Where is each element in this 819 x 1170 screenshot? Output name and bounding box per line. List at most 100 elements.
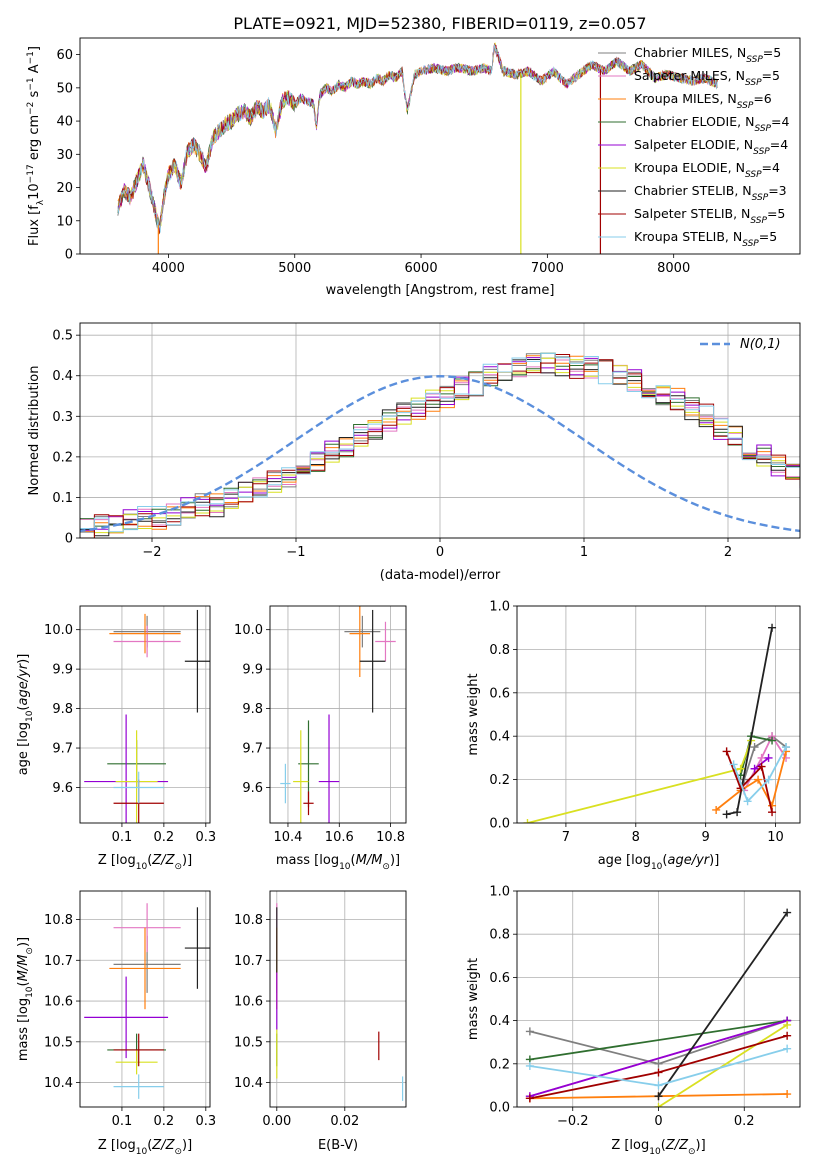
errorbar-kroupa-elodie xyxy=(115,730,158,823)
y-tick-label: 10.8 xyxy=(234,913,263,928)
x-tick-label: 8 xyxy=(632,830,640,845)
y-tick-label: 20 xyxy=(56,181,73,196)
x-tick-label: 5000 xyxy=(278,261,311,276)
data-point xyxy=(736,764,745,773)
plot-area xyxy=(84,609,210,823)
plot-area xyxy=(117,42,718,254)
x-tick-label: 10.6 xyxy=(325,830,354,845)
y-tick-label: 0.5 xyxy=(52,329,73,344)
errorbar-salpeter-miles xyxy=(375,621,396,662)
legend-label: Kroupa STELIB, NSSP=5 xyxy=(634,229,777,249)
y-tick-label: 10.5 xyxy=(44,1035,73,1050)
x-tick-label: 0 xyxy=(436,545,444,560)
y-tick-label: 10.7 xyxy=(234,954,263,969)
x-tick-label: 0.3 xyxy=(195,1114,216,1129)
plot-area xyxy=(80,352,800,538)
data-point xyxy=(733,808,742,817)
series-salpeter-stelib xyxy=(525,1031,792,1103)
x-tick-label: 0.2 xyxy=(734,1114,755,1129)
errorbar-kroupa-elodie xyxy=(293,730,309,823)
axes-frame xyxy=(79,605,211,824)
x-tick-label: 8000 xyxy=(657,261,690,276)
data-point xyxy=(743,797,752,806)
axes-frame xyxy=(79,37,801,255)
y-tick-label: 9.8 xyxy=(242,702,263,717)
errorbar-salpeter-stelib xyxy=(113,1033,164,1067)
plot-area xyxy=(525,908,792,1107)
series-kroupa-stelib xyxy=(729,743,791,806)
x-tick-label: 7000 xyxy=(531,261,564,276)
errorbar-kroupa-stelib xyxy=(280,763,291,804)
errorbar-chabrier-miles xyxy=(344,615,381,648)
data-point xyxy=(754,775,763,784)
legend-label: Kroupa ELODIE, NSSP=4 xyxy=(634,160,780,180)
data-point xyxy=(757,762,766,771)
series-kroupa-elodie xyxy=(523,736,756,823)
series-line xyxy=(743,734,787,791)
data-point xyxy=(764,753,773,762)
plot-area xyxy=(280,606,396,823)
data-point xyxy=(750,743,759,752)
errorbar-kroupa-elodie xyxy=(115,1049,158,1075)
data-point xyxy=(768,736,777,745)
histogram-kroupa-elodie xyxy=(80,357,800,538)
legend-label: Chabrier MILES, NSSP=5 xyxy=(634,45,781,65)
errorbar-chabrier-stelib xyxy=(359,609,386,713)
data-point xyxy=(783,908,792,917)
x-axis-label: mass [log10(M/M⊙)] xyxy=(276,853,400,872)
legend-label: Chabrier STELIB, NSSP=3 xyxy=(634,183,787,203)
y-tick-label: 10.6 xyxy=(44,995,73,1010)
series-line xyxy=(529,1019,788,1061)
x-tick-label: 9 xyxy=(702,830,710,845)
series-line xyxy=(725,751,773,813)
x-tick-label: 7 xyxy=(562,830,570,845)
legend-label: N(0,1) xyxy=(740,337,781,352)
errorbar-salpeter-miles xyxy=(113,625,181,658)
y-tick-label: 0.6 xyxy=(489,971,510,986)
y-tick-label: 10.5 xyxy=(234,1035,263,1050)
y-tick-label: 9.6 xyxy=(52,781,73,796)
x-axis-label: Z [log10(Z/Z⊙)] xyxy=(98,853,192,872)
series-kroupa-stelib xyxy=(525,1044,792,1090)
y-tick-label: 0 xyxy=(65,248,73,263)
histogram-kroupa-miles xyxy=(80,355,800,534)
y-tick-label: 0.8 xyxy=(489,928,510,943)
histogram-kroupa-stelib xyxy=(80,352,800,533)
histogram-salpeter-elodie xyxy=(80,357,800,531)
errorbar-kroupa-miles xyxy=(109,927,181,1010)
y-tick-label: 9.8 xyxy=(52,702,73,717)
series-line xyxy=(529,1019,788,1098)
plot-residuals: −2 −1 0 1 2 0 0.1 0.2 0.3 0.4 0.5 (data-model)/erro… xyxy=(27,322,801,583)
y-tick-label: 0.0 xyxy=(489,817,510,832)
data-point xyxy=(764,775,773,784)
axes-frame xyxy=(516,605,801,824)
x-axis-label: Z [log10(Z/Z⊙)] xyxy=(611,1138,705,1157)
plot-weight_vs_Z: −0.2 0 0.2 0.0 0.2 0.4 0.6 0.8 1.0 mass weight Z [… xyxy=(466,885,801,1157)
data-point xyxy=(750,764,759,773)
y-tick-label: 9.7 xyxy=(52,742,73,757)
spectrum-line-kroupa-stelib xyxy=(117,44,718,233)
data-point xyxy=(654,1103,663,1107)
y-tick-label: 9.6 xyxy=(242,781,263,796)
data-point xyxy=(525,1027,534,1036)
y-tick-label: 10.6 xyxy=(234,995,263,1010)
series-salpeter-stelib xyxy=(722,747,777,817)
data-point xyxy=(783,1044,792,1053)
series-line xyxy=(743,735,787,780)
axes-frame xyxy=(79,890,211,1108)
y-tick-label: 9.7 xyxy=(242,742,263,757)
data-point xyxy=(712,805,721,814)
legend-label: Chabrier ELODIE, NSSP=4 xyxy=(634,114,789,134)
errorbar-chabrier-stelib xyxy=(184,907,210,989)
axes-frame xyxy=(516,890,801,1108)
x-axis-label: Z [log10(Z/Z⊙)] xyxy=(98,1138,192,1157)
y-tick-label: 0 xyxy=(65,532,73,547)
legend: Chabrier MILES, NSSP=5 Salpeter MILES, NS… xyxy=(598,45,789,249)
y-tick-label: 9.9 xyxy=(52,663,73,678)
errorbar-salpeter-elodie xyxy=(318,714,340,823)
x-tick-label: 0.1 xyxy=(112,1114,133,1129)
x-tick-label: 10.4 xyxy=(273,830,302,845)
series-line xyxy=(658,1024,788,1107)
y-tick-label: 30 xyxy=(56,148,73,163)
